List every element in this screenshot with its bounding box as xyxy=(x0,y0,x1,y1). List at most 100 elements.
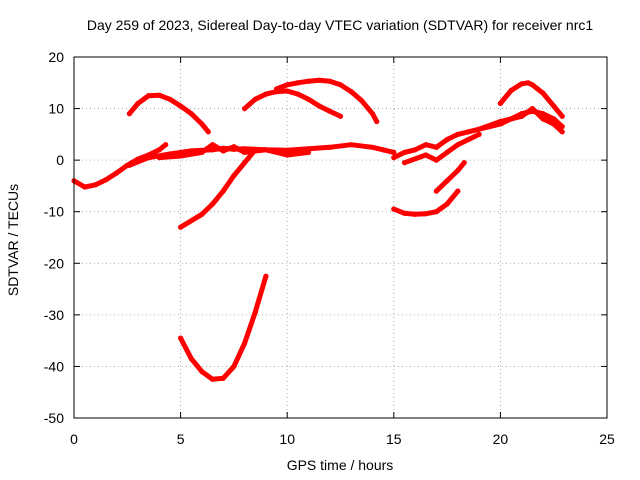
data-point xyxy=(178,224,184,230)
data-point xyxy=(305,96,312,102)
data-point xyxy=(284,82,290,88)
data-point xyxy=(146,93,152,99)
y-tick-label: -20 xyxy=(44,255,64,271)
data-point xyxy=(423,152,429,158)
data-point xyxy=(242,106,248,112)
data-point xyxy=(540,116,546,122)
data-point xyxy=(497,118,503,125)
plot-frame xyxy=(73,56,608,419)
data-point xyxy=(540,90,546,96)
data-point xyxy=(231,144,237,150)
data-point xyxy=(559,113,565,119)
y-tick-label: 10 xyxy=(48,101,64,117)
data-point xyxy=(126,162,132,168)
data-point xyxy=(551,116,557,122)
y-tick-label: -50 xyxy=(44,410,64,426)
data-point xyxy=(220,148,226,154)
data-point xyxy=(433,144,439,150)
data-point xyxy=(167,96,173,102)
data-point xyxy=(220,188,226,194)
data-point xyxy=(242,149,248,155)
data-point xyxy=(316,77,322,83)
data-point xyxy=(284,147,290,153)
x-tick-label: 10 xyxy=(279,431,295,447)
series-track-g xyxy=(242,88,343,119)
ticks: 0 5 10 15 20 25 -50 -40 -30 -20 -10 0 10 20 xyxy=(44,49,615,447)
data-point xyxy=(401,160,408,166)
data-point xyxy=(455,142,461,148)
data-point xyxy=(199,369,205,375)
x-tick-label: 5 xyxy=(177,431,185,447)
data-point xyxy=(199,211,205,217)
data-point xyxy=(210,201,216,207)
data-point xyxy=(423,211,429,217)
data-point xyxy=(284,88,290,94)
data-point xyxy=(433,209,439,215)
series-track-d xyxy=(156,142,311,161)
data-point xyxy=(252,147,258,153)
y-tick-label: 0 xyxy=(56,152,64,168)
data-point xyxy=(391,155,397,161)
data-point xyxy=(369,111,376,117)
data-point xyxy=(316,103,322,109)
data-point xyxy=(263,91,269,97)
data-point xyxy=(348,142,354,148)
data-point xyxy=(337,113,344,119)
data-point xyxy=(359,98,365,104)
data-point xyxy=(455,188,461,194)
data-point xyxy=(444,136,450,143)
data-point xyxy=(327,108,333,114)
data-point xyxy=(220,375,226,381)
data-point xyxy=(263,273,269,279)
data-point xyxy=(476,131,482,137)
data-point xyxy=(337,82,344,88)
series-track-a xyxy=(71,142,169,190)
data-point xyxy=(327,78,333,84)
data-point xyxy=(529,106,536,112)
data-point xyxy=(444,178,450,184)
data-point xyxy=(423,142,429,148)
series-track-f xyxy=(178,273,269,382)
data-point xyxy=(178,335,184,341)
data-point xyxy=(465,129,471,135)
data-point xyxy=(188,111,194,117)
data-point xyxy=(156,147,162,153)
data-point xyxy=(242,340,248,346)
chart-title: Day 259 of 2023, Sidereal Day-to-day VTE… xyxy=(87,17,593,33)
data-point xyxy=(497,100,503,106)
data-point xyxy=(146,155,152,161)
data-point xyxy=(433,157,439,163)
data-point xyxy=(508,87,514,94)
data-point xyxy=(205,129,211,135)
data-point xyxy=(156,155,162,161)
data-point xyxy=(188,356,194,362)
data-point xyxy=(519,113,525,119)
data-point xyxy=(305,149,312,155)
data-point xyxy=(273,86,280,92)
data-point xyxy=(242,160,248,166)
data-point xyxy=(295,80,301,86)
data-point xyxy=(163,142,169,148)
x-tick-label: 15 xyxy=(386,431,402,447)
data-point xyxy=(305,78,312,84)
data-point xyxy=(135,100,141,106)
data-point xyxy=(284,152,290,158)
data-point xyxy=(476,126,482,132)
data-point xyxy=(444,149,450,155)
y-tick-label: 20 xyxy=(48,49,64,65)
data-point xyxy=(401,149,408,155)
data-point xyxy=(391,206,397,212)
data-point xyxy=(551,103,557,109)
x-tick-label: 20 xyxy=(493,431,509,447)
data-point xyxy=(178,153,184,159)
y-tick-label: -30 xyxy=(44,307,64,323)
series-track-k xyxy=(433,160,467,194)
data-point xyxy=(82,184,88,190)
data-point xyxy=(210,376,216,382)
data-point xyxy=(369,144,376,150)
data-point xyxy=(103,177,109,183)
data-point xyxy=(391,149,397,155)
data-point xyxy=(156,92,162,98)
data-point xyxy=(231,363,237,369)
